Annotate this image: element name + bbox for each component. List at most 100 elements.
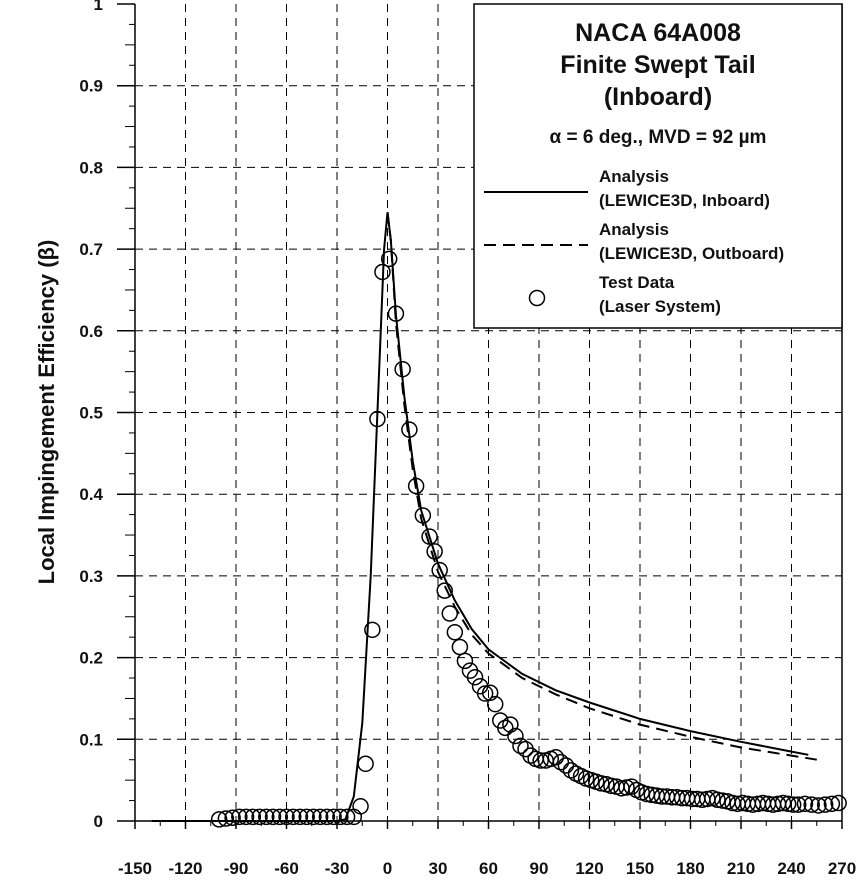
y-tick-label: 0.5 bbox=[79, 404, 103, 423]
series-line-inboard bbox=[151, 212, 809, 822]
test-data-point bbox=[803, 796, 820, 813]
test-data-point bbox=[784, 796, 802, 813]
y-axis-label: Local Impingement Efficiency (β) bbox=[34, 240, 59, 585]
legend-title-line-1: NACA 64A008 bbox=[575, 19, 741, 47]
legend-entry-label: (LEWICE3D, Outboard) bbox=[599, 244, 784, 263]
legend-marker-test-data bbox=[528, 289, 546, 307]
series-layer bbox=[151, 212, 847, 828]
y-tick-label: 0.7 bbox=[79, 240, 103, 259]
test-data-point bbox=[436, 582, 453, 599]
test-data-point bbox=[557, 757, 575, 774]
legend: NACA 64A008 Finite Swept Tail (Inboard) … bbox=[473, 3, 843, 329]
test-data-point bbox=[426, 543, 443, 560]
legend-entry-label: Analysis bbox=[599, 167, 669, 186]
test-data-point bbox=[810, 797, 827, 814]
x-tick-label: 0 bbox=[383, 859, 392, 878]
y-tick-label: 0.8 bbox=[79, 158, 103, 177]
test-data-point bbox=[512, 737, 529, 755]
test-data-point bbox=[507, 727, 524, 745]
test-data-point bbox=[414, 507, 432, 524]
legend-entry-label: Analysis bbox=[599, 220, 669, 239]
test-data-point bbox=[446, 624, 464, 641]
test-data-point bbox=[823, 795, 841, 813]
test-data-point bbox=[486, 695, 504, 713]
test-data-point bbox=[369, 410, 386, 428]
legend-title-line-2: Finite Swept Tail bbox=[560, 51, 755, 79]
test-data-point bbox=[217, 810, 235, 827]
test-data-point bbox=[298, 808, 315, 826]
test-data-point bbox=[352, 798, 369, 815]
test-data-point bbox=[441, 605, 459, 622]
y-tick-label: 0 bbox=[94, 812, 103, 831]
test-data-point bbox=[779, 795, 797, 813]
test-data-point bbox=[623, 778, 640, 795]
axes: -150 -120 -90 -60 -30 0 30 60 90 120 150 180 210 240 2… bbox=[79, 0, 856, 878]
test-data-point bbox=[481, 684, 499, 701]
series-line-outboard bbox=[386, 212, 817, 761]
x-tick-label: 180 bbox=[676, 859, 704, 878]
test-data-point bbox=[517, 740, 534, 758]
test-data-point bbox=[251, 808, 268, 826]
test-data-point bbox=[264, 808, 282, 826]
test-data-point bbox=[210, 811, 228, 828]
test-data-point bbox=[394, 360, 411, 378]
test-data-point bbox=[476, 685, 494, 702]
test-data-point bbox=[224, 809, 241, 826]
test-data-point bbox=[325, 808, 342, 826]
test-data-point bbox=[618, 779, 635, 796]
legend-title-line-3: (Inboard) bbox=[604, 83, 712, 111]
x-tick-label: 210 bbox=[727, 859, 755, 878]
x-tick-label: 90 bbox=[530, 859, 549, 878]
test-data-point bbox=[401, 421, 418, 438]
test-data-point bbox=[244, 808, 262, 826]
test-data-point bbox=[466, 668, 484, 686]
test-data-point bbox=[332, 808, 349, 826]
legend-box bbox=[473, 3, 843, 329]
test-data-point bbox=[421, 528, 438, 545]
x-tick-label: 150 bbox=[626, 859, 654, 878]
test-data-point bbox=[796, 795, 814, 813]
legend-subtitle: α = 6 deg., MVD = 92 µm bbox=[550, 127, 767, 148]
test-data-point bbox=[562, 762, 580, 779]
test-data-point bbox=[311, 808, 329, 826]
y-tick-label: 0.1 bbox=[79, 730, 103, 749]
test-data-point bbox=[451, 638, 469, 656]
test-data-point bbox=[532, 752, 549, 769]
x-tick-label: -120 bbox=[168, 859, 202, 878]
test-data-point bbox=[522, 747, 539, 764]
y-tick-label: 0.2 bbox=[79, 649, 103, 668]
test-data-point bbox=[816, 796, 834, 813]
test-data-point bbox=[380, 250, 398, 268]
test-data-point bbox=[714, 792, 731, 809]
test-data-point bbox=[789, 796, 807, 813]
x-tick-label: 240 bbox=[777, 859, 805, 878]
test-data-point bbox=[456, 652, 474, 670]
test-data-point bbox=[357, 755, 374, 773]
test-data-point bbox=[407, 477, 425, 495]
test-data-point bbox=[364, 621, 381, 639]
test-data-point bbox=[552, 753, 570, 771]
y-tick-label: 0.3 bbox=[79, 567, 103, 586]
test-data-point bbox=[431, 561, 448, 579]
test-data-point bbox=[830, 794, 847, 812]
test-data-point bbox=[709, 791, 726, 809]
test-data-point bbox=[338, 808, 356, 826]
legend-entries: Analysis (LEWICE3D, Inboard) Analysis (LEWI… bbox=[484, 167, 784, 316]
test-data-point bbox=[305, 808, 322, 826]
test-data-point bbox=[318, 808, 336, 826]
test-data-point bbox=[497, 719, 514, 737]
test-data-point bbox=[291, 808, 309, 826]
legend-entry-label: Test Data bbox=[599, 273, 675, 292]
test-data-point bbox=[547, 749, 565, 766]
test-data-point bbox=[278, 808, 295, 826]
test-data-point bbox=[237, 808, 255, 826]
test-data-point bbox=[502, 716, 519, 733]
x-tick-label: -30 bbox=[325, 859, 350, 878]
test-data-point bbox=[258, 808, 275, 826]
test-data-point bbox=[593, 775, 610, 792]
legend-entry-label: (Laser System) bbox=[599, 297, 721, 316]
y-tick-label: 0.9 bbox=[79, 77, 103, 96]
test-data-point bbox=[387, 305, 405, 322]
x-tick-label: -60 bbox=[274, 859, 299, 878]
